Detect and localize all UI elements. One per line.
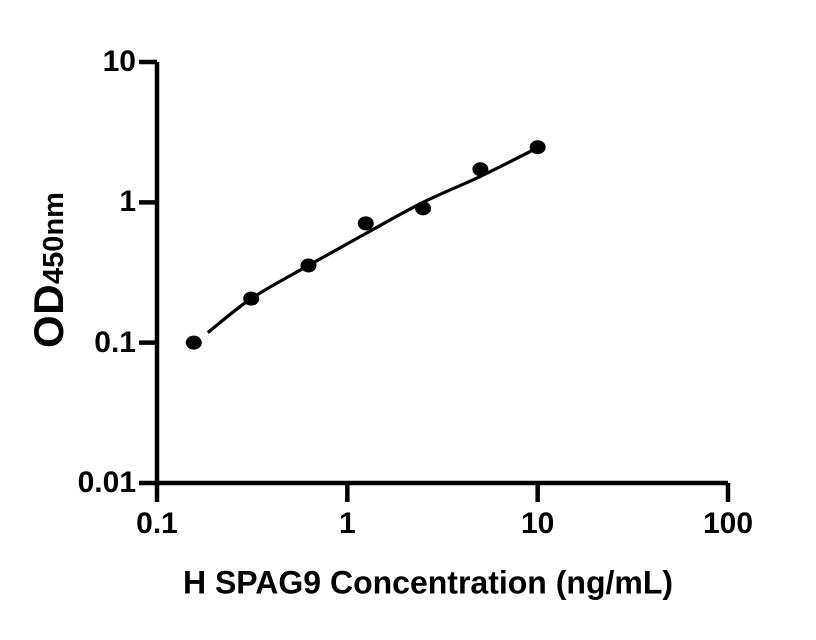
data-point bbox=[243, 291, 260, 306]
data-point bbox=[357, 216, 374, 231]
data-point bbox=[185, 335, 202, 350]
y-tick-label: 1 bbox=[119, 185, 136, 219]
x-tick-label: 10 bbox=[520, 507, 555, 540]
y-tick-label: 10 bbox=[102, 45, 136, 78]
y-tick-label: 0.01 bbox=[77, 466, 136, 499]
y-axis-title: OD450nm bbox=[25, 192, 73, 348]
x-tick-label: 100 bbox=[702, 507, 754, 540]
data-point bbox=[472, 162, 489, 177]
axes bbox=[154, 62, 728, 486]
y-axis-title-main: OD bbox=[25, 283, 72, 348]
x-axis-title: H SPAG9 Concentration (ng/mL) bbox=[182, 564, 674, 601]
fit-curve bbox=[206, 146, 539, 334]
y-axis-title-subscript: 450nm bbox=[38, 192, 70, 284]
data-point bbox=[300, 258, 317, 273]
x-tick-label: 1 bbox=[338, 507, 356, 540]
x-tick-label: 0.1 bbox=[136, 507, 178, 540]
data-point bbox=[529, 140, 546, 155]
data-point bbox=[415, 201, 432, 216]
y-tick-label: 0.1 bbox=[94, 325, 136, 359]
